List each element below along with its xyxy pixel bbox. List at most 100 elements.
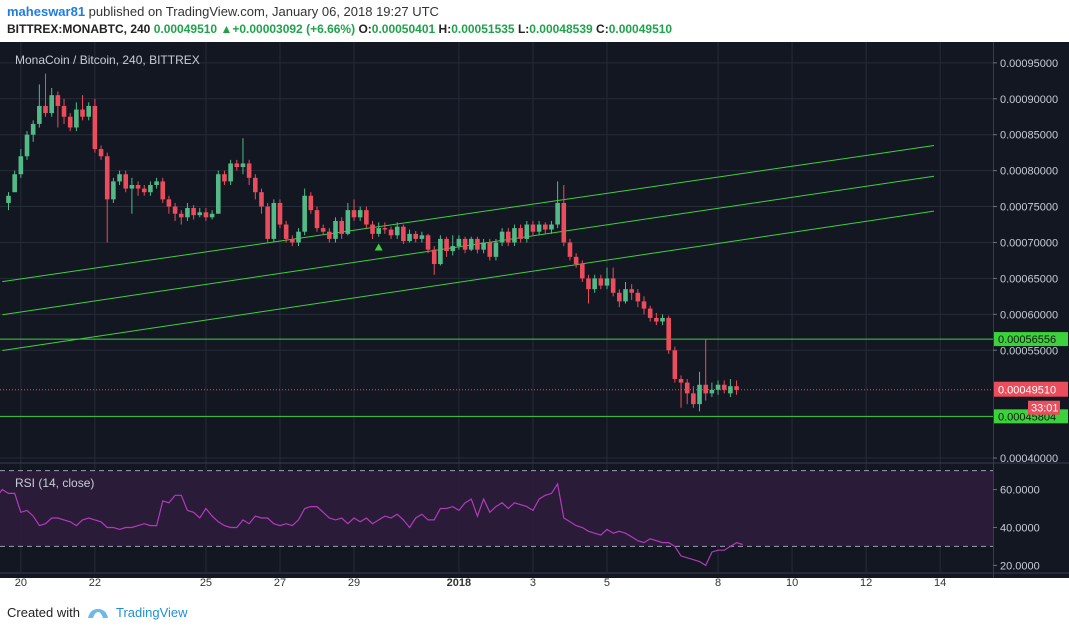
candle xyxy=(339,217,344,239)
candle xyxy=(160,177,166,203)
time-tick-label: 3 xyxy=(529,577,536,589)
low-label: L: xyxy=(517,22,530,36)
candle xyxy=(308,192,314,214)
tradingview-brand-label: TradingView xyxy=(115,605,188,620)
footer: Created with TradingView xyxy=(7,605,188,620)
candle-body xyxy=(370,224,375,234)
candle xyxy=(172,202,178,221)
candle xyxy=(524,220,530,243)
close-label: C: xyxy=(596,22,609,36)
candle-body xyxy=(431,249,437,265)
candle xyxy=(666,315,671,354)
candle-body xyxy=(549,224,554,230)
candle-body xyxy=(37,105,42,124)
last-price-label: 0.00049510 xyxy=(998,385,1056,397)
candle xyxy=(629,284,634,300)
candles xyxy=(6,73,739,412)
candle xyxy=(154,177,159,189)
candle xyxy=(327,228,332,243)
candle xyxy=(6,192,11,211)
candle-body xyxy=(98,149,104,157)
open-value: 0.00050401 xyxy=(371,22,436,36)
candle-body xyxy=(49,95,54,114)
time-tick-label: 12 xyxy=(860,577,873,589)
chart-area[interactable]: MonaCoin / Bitcoin, 240, BITTREX 0.000950… xyxy=(0,42,1069,578)
candle-body xyxy=(104,156,110,200)
author-link[interactable]: maheswar81 xyxy=(7,4,86,19)
candle-body xyxy=(376,228,381,234)
last-price-value: 0.00049510 xyxy=(153,22,218,36)
candle xyxy=(290,235,295,247)
rsi-tick-label: 60.0000 xyxy=(1000,485,1040,497)
candle xyxy=(135,181,141,196)
candle-body xyxy=(135,184,141,189)
candle xyxy=(456,235,462,250)
close-value: 0.00049510 xyxy=(608,22,673,36)
candle-body xyxy=(12,174,17,193)
candle-body xyxy=(641,301,647,309)
candle xyxy=(209,210,215,220)
candle-body xyxy=(635,292,641,302)
candle xyxy=(580,260,585,282)
candle-body xyxy=(499,231,505,243)
candle-body xyxy=(24,134,30,157)
price-tick-label: 0.00055000 xyxy=(1000,345,1058,357)
candle xyxy=(734,380,739,395)
candle-body xyxy=(481,242,486,250)
price-tick-label: 0.00075000 xyxy=(1000,202,1058,214)
rsi-tick-label: 20.0000 xyxy=(1000,560,1040,572)
candle-body xyxy=(438,238,443,265)
last-price-tag xyxy=(994,381,1068,397)
candle xyxy=(314,206,320,232)
candle xyxy=(438,235,443,266)
candle xyxy=(530,220,536,236)
candle xyxy=(80,95,85,121)
channel-line-3 xyxy=(2,210,935,352)
candle-body xyxy=(629,289,634,293)
candle xyxy=(283,220,289,243)
candle-body xyxy=(314,210,320,229)
candle-body xyxy=(555,202,560,225)
candle xyxy=(228,159,233,185)
candle-body xyxy=(166,199,172,207)
price-tick-label: 0.00085000 xyxy=(1000,130,1058,142)
candle-body xyxy=(290,238,295,243)
candle xyxy=(364,206,369,229)
candle xyxy=(598,274,604,290)
candle-body xyxy=(734,386,739,390)
candle xyxy=(351,199,357,221)
candle xyxy=(444,236,449,257)
candle-body xyxy=(253,177,258,193)
time-axis: 20 22 25 27 29 2018 3 5 8 10 12 14 xyxy=(0,574,993,594)
candle xyxy=(388,226,394,239)
candle xyxy=(561,184,567,247)
chart-canvas[interactable]: MonaCoin / Bitcoin, 240, BITTREX 0.000950… xyxy=(0,42,1069,578)
candle-body xyxy=(450,246,456,252)
candle-body xyxy=(117,174,122,182)
candle-body xyxy=(191,207,196,216)
candle xyxy=(129,177,135,214)
candle-body xyxy=(691,393,696,405)
candle xyxy=(43,73,48,117)
candle-body xyxy=(345,210,351,234)
candle-body xyxy=(407,233,412,242)
candle xyxy=(542,222,548,234)
candle-body xyxy=(61,105,67,117)
candle-body xyxy=(505,231,511,243)
tradingview-brand[interactable]: TradingView xyxy=(86,605,188,620)
candle-body xyxy=(357,210,363,218)
candle-body xyxy=(339,220,344,234)
candle xyxy=(641,296,647,315)
tradingview-logo-icon xyxy=(87,608,108,618)
candle-body xyxy=(178,213,184,218)
candle xyxy=(30,120,36,142)
symbol-legend: BITTREX:MONABTC, 240 0.00049510 ▲+0.0000… xyxy=(7,22,672,36)
candle xyxy=(610,267,616,297)
candle xyxy=(259,188,264,214)
publish-info: maheswar81 published on TradingView.com,… xyxy=(7,4,439,19)
candle xyxy=(462,236,468,254)
candle xyxy=(407,229,412,243)
candle xyxy=(215,170,221,214)
candle xyxy=(678,375,684,408)
price-tick-label: 0.00095000 xyxy=(1000,58,1058,70)
